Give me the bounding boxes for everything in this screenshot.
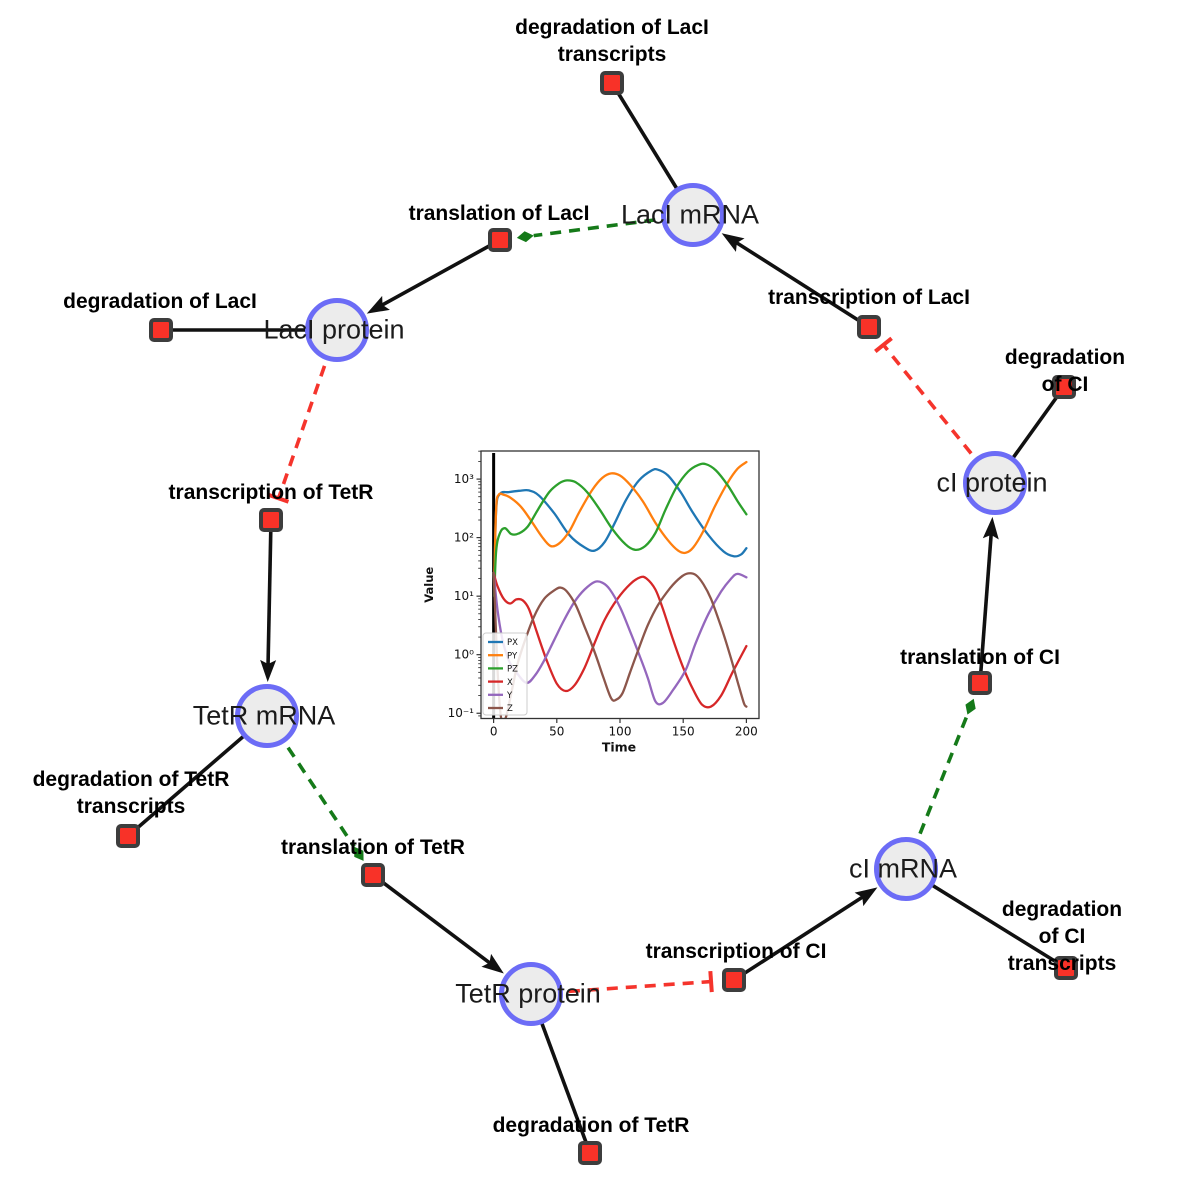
x-axis-title: Time [602,740,636,755]
x-tick-label: 150 [672,725,695,739]
edge-r_transcr_tetr-tetr_mrna [266,519,273,673]
edge-r_transl_ci-ci_prot-arrowhead [982,516,999,540]
reaction-node-r_transl_ci[interactable] [968,671,992,695]
reaction-node-r_transcr_tetr[interactable] [259,508,283,532]
y-axis-title: Value [422,567,436,603]
reaction-label-r_transcr_laci: transcription of LacI [768,286,970,309]
x-tick-label: 100 [609,725,632,739]
reaction-node-r_transcr_ci[interactable] [722,968,746,992]
x-tick-label: 0 [490,725,498,739]
reaction-node-r_deg_ci_prot[interactable] [1052,375,1076,399]
series-PZ [493,462,748,598]
reaction-node-r_deg_laci_mrna[interactable] [600,71,624,95]
species-node-laci_prot[interactable] [305,298,369,362]
species-node-laci_mrna[interactable] [661,183,725,247]
reaction-label-r_transl_ci: translation of CI [900,646,1060,669]
reaction-label-r_transcr_ci: transcription of CI [645,940,827,963]
legend-label-Y: Y [506,691,513,701]
legend-label-Z: Z [507,704,513,714]
reaction-label-r_deg_laci_prot: degradation of LacI [63,290,257,313]
species-node-tetr_mrna[interactable] [235,684,299,748]
species-label-ci_prot: cI protein [936,467,1048,498]
species-node-ci_mrna[interactable] [874,837,938,901]
y-tick-label: 10² [454,531,474,545]
species-label-laci_prot: LacI protein [263,314,405,345]
edge-r_transcr_ci-ci_mrna [733,891,871,982]
edge-r_transl_tetr-tetr_prot-arrowhead [481,953,504,974]
chart-svg: 10³ 10² 10¹ 10⁰ 10⁻¹ 0 50 100 150 200 Time Value PX P… [422,450,760,755]
legend-label-PX: PX [507,638,518,648]
reaction-node-r_transcr_laci[interactable] [857,315,881,339]
series-PY [493,460,748,580]
edge-r_transl_ci-ci_prot [978,526,994,684]
reaction-label-r_deg_tetr_mrna: degradation of TetR transcripts [32,768,230,818]
edge-r_transcr_laci-laci_mrna-arrowhead [721,233,745,252]
reaction-label-r_deg_ci_prot: degradation of CI [1004,346,1126,396]
plot-frame [480,450,760,720]
species-label-tetr_prot: TetR protein [455,978,601,1009]
reaction-node-r_deg_tetr_prot[interactable] [578,1141,602,1165]
species-label-laci_mrna: LacI mRNA [620,199,760,230]
reaction-label-r_transl_laci: translation of LacI [408,202,590,225]
species-node-tetr_prot[interactable] [499,962,563,1026]
series-PX [493,467,748,588]
x-tick-label: 200 [735,725,758,739]
edge-ci_prot-r_transcr_laci-tbar [874,336,893,354]
y-tick-label: 10⁰ [454,648,474,662]
legend-label-X: X [507,678,513,688]
y-tick-label: 10⁻¹ [448,706,475,720]
reaction-node-r_deg_tetr_mrna[interactable] [116,824,140,848]
edge-tetr_prot-r_transcr_ci-tbar [708,970,714,993]
reaction-label-r_deg_tetr_prot: degradation of TetR [492,1114,690,1137]
species-label-tetr_mrna: TetR mRNA [192,700,336,731]
edge-r_transcr_tetr-tetr_mrna-arrowhead [260,659,277,683]
edge-r_transcr_laci-laci_mrna [729,237,870,329]
y-tick-label: 10³ [454,472,474,486]
reaction-label-r_transcr_tetr: transcription of TetR [168,481,374,504]
edge-ci_mrna-r_transl_ci-diamond [965,698,976,715]
y-tick-label: 10¹ [454,589,474,603]
edge-tetr_mrna-r_transl_tetr-diamond [354,846,364,861]
reaction-node-r_transl_laci[interactable] [488,228,512,252]
reaction-label-r_deg_ci_mrna: degradation of CI transcripts [1001,898,1123,975]
reaction-node-r_transl_tetr[interactable] [361,863,385,887]
edge-laci_mrna-r_transl_laci-diamond [516,231,534,243]
edge-r_transcr_ci-ci_mrna-arrowhead [854,887,878,907]
series-X [492,571,748,709]
edge-r_transl_laci-laci_prot [374,238,501,311]
reaction-label-r_transl_tetr: translation of TetR [281,836,465,859]
x-tick-label: 50 [549,725,564,739]
edge-r_transl_tetr-tetr_prot [371,873,497,969]
edge-r_transl_laci-laci_prot-arrowhead [366,295,390,314]
species-label-ci_mrna: cI mRNA [849,853,957,884]
reaction-node-r_deg_ci_mrna[interactable] [1054,956,1078,980]
reaction-label-r_deg_laci_mrna: degradation of LacI transcripts [515,16,709,66]
legend-label-PY: PY [507,651,518,661]
reaction-node-r_deg_laci_prot[interactable] [149,318,173,342]
time-series-chart: 10³ 10² 10¹ 10⁰ 10⁻¹ 0 50 100 150 200 Time Value PX P… [410,430,790,770]
species-node-ci_prot[interactable] [963,451,1027,515]
legend-box [482,632,528,716]
legend-label-PZ: PZ [507,665,518,675]
edge-laci_prot-r_transcr_tetr-tbar [267,492,290,504]
